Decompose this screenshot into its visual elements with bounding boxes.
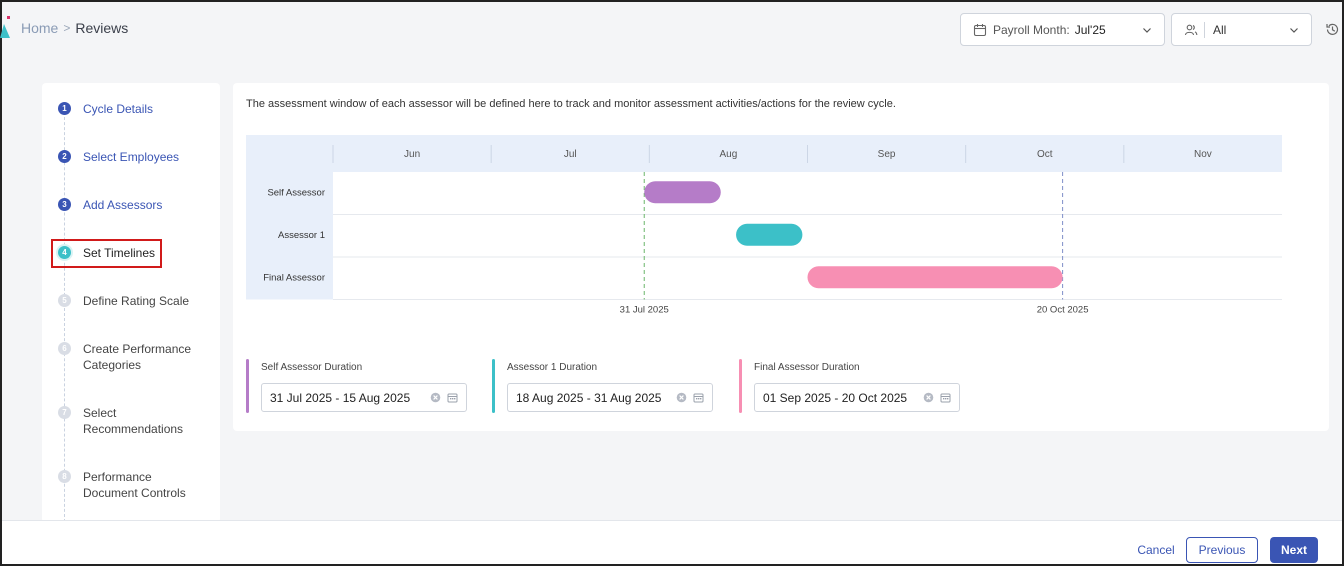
date-range-value: 18 Aug 2025 - 31 Aug 2025 <box>516 390 662 405</box>
clear-icon[interactable] <box>430 392 441 403</box>
next-button[interactable]: Next <box>1270 537 1318 563</box>
stepper-connector <box>64 107 65 523</box>
payroll-month-select[interactable]: Payroll Month: Jul'25 <box>960 13 1165 46</box>
payroll-month-label: Payroll Month: <box>993 22 1070 37</box>
step-number-badge: 2 <box>58 150 71 163</box>
wizard-footer: Cancel Previous Next <box>2 520 1342 564</box>
gantt-marker-label: 31 Jul 2025 <box>620 305 669 316</box>
assessor-timeline-chart: Jun Jul Aug Sep Oct Nov 31 Jul 2025 20 Oct 2025… <box>246 135 1282 325</box>
step-number-badge: 5 <box>58 294 71 307</box>
calendar-icon[interactable] <box>940 392 951 403</box>
gantt-month-label: Jun <box>404 149 420 160</box>
final-assessor-duration: Final Assessor Duration 01 Sep 2025 - 20… <box>739 359 969 413</box>
select-divider <box>1204 21 1205 38</box>
duration-title: Final Assessor Duration <box>754 362 860 373</box>
self-assessor-date-range-input[interactable]: 31 Jul 2025 - 15 Aug 2025 <box>261 383 467 412</box>
step-number-badge: 4 <box>58 246 71 259</box>
wizard-stepper: 1 Cycle Details 2 Select Employees 3 Add Asse… <box>42 83 220 523</box>
step-number-badge: 7 <box>58 406 71 419</box>
duration-title: Self Assessor Duration <box>261 362 363 373</box>
gantt-header-band <box>246 135 1282 172</box>
step-number-badge: 6 <box>58 342 71 355</box>
gantt-month-label: Jul <box>564 149 577 160</box>
step-label: Performance Document Controls <box>83 470 186 500</box>
step-label: Cycle Details <box>83 102 154 116</box>
assessor-1-date-range-input[interactable]: 18 Aug 2025 - 31 Aug 2025 <box>507 383 713 412</box>
duration-color-bar <box>246 359 249 413</box>
clear-icon[interactable] <box>923 392 934 403</box>
step-number-badge: 8 <box>58 470 71 483</box>
gantt-bar <box>644 181 721 204</box>
duration-color-bar <box>492 359 495 413</box>
timeline-card: The assessment window of each assessor w… <box>233 83 1329 431</box>
breadcrumb-current: Reviews <box>75 20 129 36</box>
step-label: Set Timelines <box>83 246 156 260</box>
gantt-month-label: Aug <box>720 149 738 160</box>
duration-title: Assessor 1 Duration <box>507 362 598 373</box>
gantt-row-label: Final Assessor <box>263 272 325 283</box>
history-icon[interactable] <box>1325 22 1340 37</box>
step-label: Select Recommendations <box>83 406 184 436</box>
step-number-badge: 1 <box>58 102 71 115</box>
gantt-row-label-column <box>246 172 333 300</box>
duration-color-bar <box>739 359 742 413</box>
date-range-value: 01 Sep 2025 - 20 Oct 2025 <box>763 390 908 405</box>
gantt-month-label: Sep <box>878 149 896 160</box>
calendar-icon[interactable] <box>447 392 458 403</box>
breadcrumb-home-link[interactable]: Home <box>21 20 59 36</box>
final-assessor-date-range-input[interactable]: 01 Sep 2025 - 20 Oct 2025 <box>754 383 960 412</box>
step-number-badge: 3 <box>58 198 71 211</box>
gantt-month-label: Oct <box>1037 149 1053 160</box>
step-label: Define Rating Scale <box>83 294 190 308</box>
date-range-value: 31 Jul 2025 - 15 Aug 2025 <box>270 390 411 405</box>
step-label: Add Assessors <box>83 198 163 212</box>
gantt-row-label: Self Assessor <box>267 187 325 198</box>
gantt-month-label: Nov <box>1194 149 1212 160</box>
assessor-1-duration: Assessor 1 Duration 18 Aug 2025 - 31 Aug… <box>492 359 722 413</box>
duration-fields: Self Assessor Duration 31 Jul 2025 - 15 … <box>246 359 1296 419</box>
gantt-bar <box>807 266 1063 289</box>
step-label: Select Employees <box>83 150 180 164</box>
step-label: Create Performance Categories <box>83 342 192 372</box>
employee-filter-select[interactable]: All <box>1171 13 1312 46</box>
self-assessor-duration: Self Assessor Duration 31 Jul 2025 - 15 … <box>246 359 476 413</box>
payroll-month-value: Jul'25 <box>1074 22 1106 37</box>
app-logo-icon <box>0 16 10 38</box>
gantt-svg: Jun Jul Aug Sep Oct Nov 31 Jul 2025 20 Oct 2025… <box>246 135 1282 316</box>
timeline-description: The assessment window of each assessor w… <box>246 98 896 110</box>
gantt-bar <box>736 223 803 246</box>
cancel-button[interactable]: Cancel <box>1137 543 1175 557</box>
chevron-down-icon <box>1289 25 1299 35</box>
gantt-row-label: Assessor 1 <box>278 230 325 241</box>
users-icon <box>1184 23 1198 37</box>
calendar-icon[interactable] <box>693 392 704 403</box>
breadcrumb: Home > Reviews <box>21 20 128 36</box>
gantt-marker-label: 20 Oct 2025 <box>1037 305 1089 316</box>
employee-filter-value: All <box>1213 22 1227 37</box>
breadcrumb-separator: > <box>63 21 71 35</box>
clear-icon[interactable] <box>676 392 687 403</box>
chevron-down-icon <box>1142 25 1152 35</box>
calendar-icon <box>973 23 987 37</box>
previous-button[interactable]: Previous <box>1186 537 1258 563</box>
